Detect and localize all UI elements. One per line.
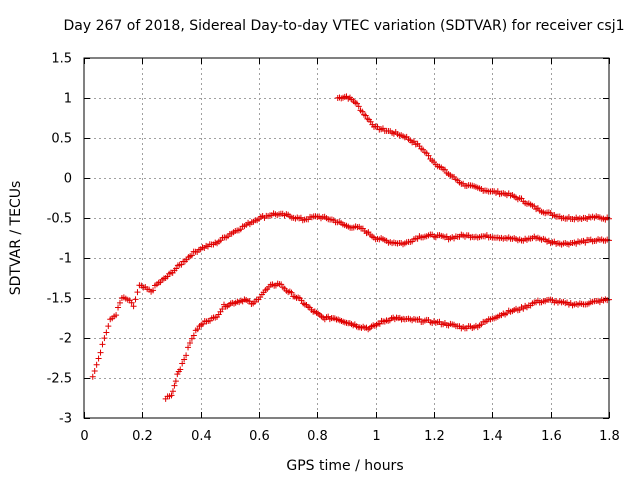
y-tick-labels: -3 -2.5 -2 -1.5 -1 -0.5 0 0.5 1 1.5 xyxy=(47,52,72,427)
data-point xyxy=(116,299,123,306)
y-tick-label: -1.5 xyxy=(47,292,72,307)
data-point xyxy=(219,305,226,312)
data-point xyxy=(188,335,195,342)
data-point xyxy=(172,378,179,385)
y-tick-label: 1 xyxy=(64,92,72,107)
x-tick-label: 1 xyxy=(372,429,380,444)
data-point xyxy=(362,112,369,119)
data-point xyxy=(425,152,432,159)
x-axis-label: GPS time / hours xyxy=(286,458,403,474)
data-point xyxy=(93,361,100,368)
y-tick-label: 0 xyxy=(64,172,72,187)
x-tick-label: 1.8 xyxy=(599,429,620,444)
data-point xyxy=(178,261,185,268)
y-tick-label: -2 xyxy=(59,332,72,347)
data-point xyxy=(188,252,195,259)
data-point xyxy=(174,371,181,378)
data-point xyxy=(177,366,184,373)
data-point xyxy=(179,360,186,367)
y-tick-label: -3 xyxy=(59,412,72,427)
data-point xyxy=(355,103,362,110)
data-point xyxy=(99,341,106,348)
y-tick-label: -0.5 xyxy=(47,212,72,227)
data-point xyxy=(113,312,120,319)
data-point xyxy=(376,320,383,327)
data-point xyxy=(359,108,366,115)
data-point xyxy=(95,355,102,362)
data-point xyxy=(150,287,157,294)
data-point xyxy=(134,289,141,296)
data-point xyxy=(410,138,417,145)
x-tick-label: 0.6 xyxy=(249,429,270,444)
series-middle xyxy=(89,210,612,380)
data-point xyxy=(101,335,108,342)
x-tick-label: 1.4 xyxy=(482,429,503,444)
data-point xyxy=(168,392,175,399)
x-tick-label: 1.6 xyxy=(541,429,562,444)
data-point xyxy=(130,303,137,310)
data-point xyxy=(186,339,193,346)
y-axis-label: SDTVAR / TECUs xyxy=(8,181,24,296)
data-point xyxy=(171,382,178,389)
x-tick-label: 0.8 xyxy=(307,429,328,444)
data-point xyxy=(115,304,122,311)
x-tick-label: 0.4 xyxy=(191,429,212,444)
y-tick-label: 0.5 xyxy=(51,132,72,147)
x-tick-label: 0 xyxy=(80,429,88,444)
data-point xyxy=(132,296,139,303)
data-point xyxy=(173,265,180,272)
data-point xyxy=(288,289,295,296)
data-point xyxy=(169,388,176,395)
data-point xyxy=(183,352,190,359)
y-tick-label: -1 xyxy=(59,252,72,267)
data-point xyxy=(89,373,96,380)
plot-frame xyxy=(83,57,610,419)
data-marks xyxy=(89,93,612,402)
x-tick-label: 0.2 xyxy=(132,429,153,444)
data-point xyxy=(91,367,98,374)
data-point xyxy=(181,356,188,363)
x-tick-labels: 0 0.2 0.4 0.6 0.8 1 1.2 1.4 1.6 1.8 xyxy=(80,429,619,444)
data-point xyxy=(185,344,192,351)
data-point xyxy=(190,332,197,339)
series-upper xyxy=(334,93,612,223)
data-point xyxy=(103,329,110,336)
data-point xyxy=(298,297,305,304)
x-tick-label: 1.2 xyxy=(424,429,445,444)
data-point xyxy=(97,349,104,356)
data-point xyxy=(441,166,448,173)
y-tick-label: -2.5 xyxy=(47,372,72,387)
y-tick-label: 1.5 xyxy=(51,52,72,67)
data-point xyxy=(128,299,135,306)
chart-title: Day 267 of 2018, Sidereal Day-to-day VTE… xyxy=(63,18,624,34)
data-point xyxy=(105,323,112,330)
